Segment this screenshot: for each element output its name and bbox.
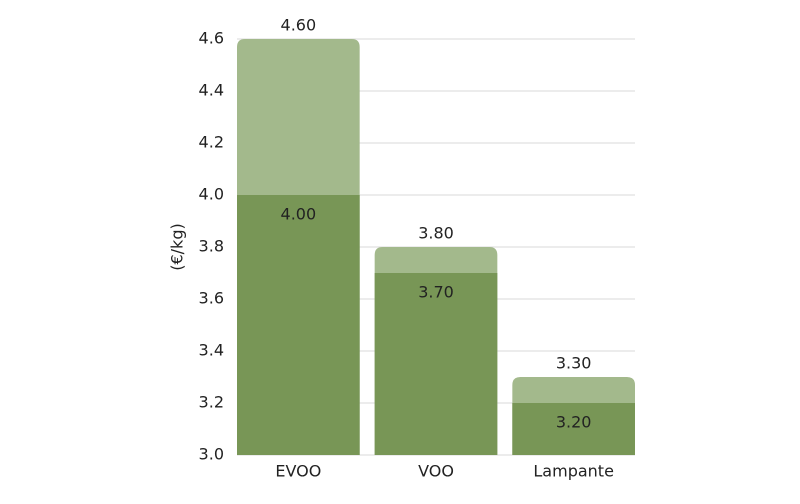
y-tick-label: 4.2 — [199, 133, 224, 152]
value-label: 3.70 — [418, 283, 454, 302]
bar — [374, 273, 498, 455]
y-tick-label: 3.6 — [199, 289, 224, 308]
value-label: 3.20 — [556, 413, 592, 432]
y-tick-label: 3.2 — [199, 393, 224, 412]
y-tick-label: 3.4 — [199, 341, 224, 360]
y-tick-label: 3.0 — [199, 445, 224, 464]
bar — [237, 195, 360, 455]
value-label: 4.60 — [281, 16, 317, 35]
y-tick-label: 3.8 — [199, 237, 224, 256]
y-tick-label: 4.6 — [199, 29, 224, 48]
value-label: 4.00 — [281, 205, 317, 224]
x-tick-label: EVOO — [275, 462, 321, 481]
x-tick-label: VOO — [418, 462, 454, 481]
x-tick-label: Lampante — [533, 462, 614, 481]
y-tick-label: 4.4 — [199, 81, 224, 100]
y-axis-label: (€/kg) — [168, 223, 187, 270]
value-label: 3.80 — [418, 224, 454, 243]
bar — [512, 403, 635, 455]
y-tick-label: 4.0 — [199, 185, 224, 204]
value-label: 3.30 — [556, 354, 592, 373]
